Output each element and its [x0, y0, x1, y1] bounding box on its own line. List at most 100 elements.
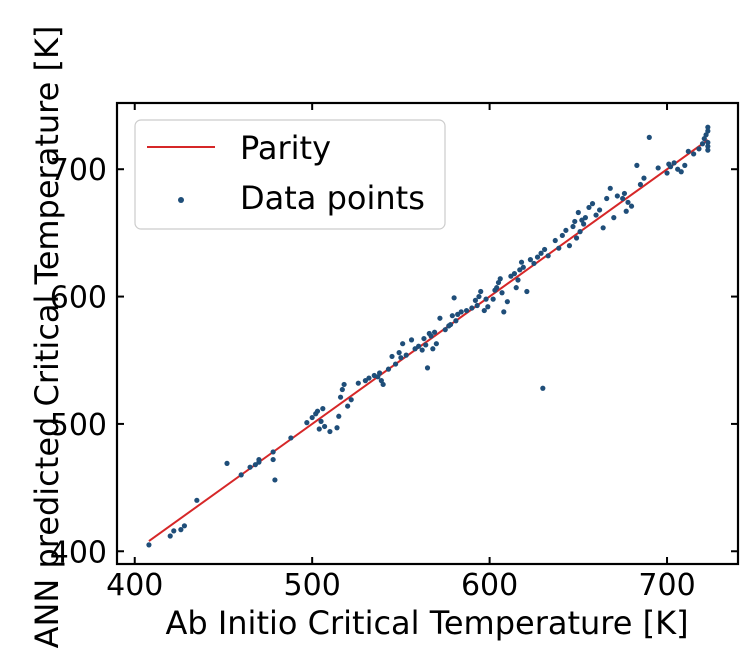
data-point — [478, 288, 484, 295]
data-point — [577, 229, 583, 235]
data-point — [272, 477, 278, 483]
data-point — [705, 139, 711, 146]
data-point — [682, 162, 688, 169]
data-point — [691, 151, 697, 157]
data-point — [423, 342, 429, 348]
data-point — [586, 204, 592, 211]
data-point — [421, 335, 427, 342]
data-point — [504, 299, 510, 305]
data-point — [538, 250, 544, 256]
data-point — [385, 366, 392, 372]
legend-points-swatch — [178, 197, 184, 203]
y-tick-label: 600 — [50, 281, 107, 316]
data-point — [573, 235, 580, 241]
data-point — [339, 386, 345, 393]
data-point — [563, 227, 569, 233]
data-point — [238, 472, 244, 478]
data-point — [433, 341, 439, 347]
data-point — [513, 285, 519, 291]
data-point — [348, 397, 354, 403]
data-point — [545, 253, 551, 259]
data-point — [337, 394, 344, 400]
y-axis-label: ANN predicted Critical Temperature [K] — [28, 26, 66, 649]
data-point — [515, 277, 521, 283]
x-tick-label: 400 — [106, 568, 163, 603]
data-point — [641, 175, 647, 181]
data-point — [634, 162, 640, 169]
data-point — [604, 195, 610, 202]
data-point — [469, 305, 475, 311]
data-point — [316, 426, 322, 432]
data-point — [501, 309, 507, 315]
data-point — [671, 160, 677, 166]
data-point — [667, 164, 674, 170]
data-point — [341, 381, 347, 388]
data-point — [392, 361, 399, 367]
data-point — [447, 321, 454, 328]
data-point — [623, 208, 629, 214]
data-point — [453, 318, 459, 324]
data-point — [463, 307, 470, 314]
data-point — [178, 527, 184, 533]
plot-area — [146, 124, 711, 548]
data-point — [442, 327, 448, 333]
data-point — [614, 193, 620, 199]
data-point — [376, 370, 383, 376]
data-point — [334, 425, 340, 431]
y-tick-label: 400 — [50, 535, 107, 570]
data-point — [511, 271, 518, 277]
data-point — [416, 343, 422, 349]
data-point — [431, 329, 438, 335]
data-point — [582, 215, 589, 221]
data-point — [556, 245, 562, 251]
data-point — [597, 207, 603, 213]
data-point — [542, 246, 548, 253]
data-point — [589, 201, 596, 207]
y-tick-label: 700 — [50, 153, 107, 188]
legend-points-label: Data points — [240, 179, 425, 217]
data-point — [304, 420, 310, 426]
data-point — [451, 295, 457, 301]
data-point — [705, 124, 711, 130]
data-point — [485, 304, 491, 310]
data-point — [321, 423, 328, 430]
data-point — [552, 237, 558, 244]
data-point — [611, 215, 617, 221]
data-point — [481, 307, 487, 314]
data-point — [424, 365, 431, 371]
data-point — [637, 181, 644, 188]
data-point — [494, 285, 500, 291]
data-point — [449, 313, 455, 319]
data-point — [398, 355, 404, 361]
y-axis: 400 500 600 700 — [50, 153, 738, 570]
data-point — [655, 165, 661, 171]
data-point — [699, 141, 706, 147]
data-point — [366, 375, 372, 381]
x-tick-label: 700 — [638, 568, 695, 603]
data-point — [437, 315, 443, 321]
data-point — [458, 309, 464, 315]
data-point — [646, 134, 652, 140]
data-point — [572, 218, 578, 225]
data-point — [524, 288, 530, 295]
data-point — [270, 449, 276, 455]
data-point — [419, 347, 425, 353]
data-point — [664, 170, 670, 176]
data-point — [270, 456, 276, 463]
data-point — [620, 195, 626, 202]
data-point — [288, 435, 294, 441]
data-point — [566, 243, 573, 249]
data-point — [685, 148, 691, 154]
data-point — [593, 212, 599, 218]
x-tick-label: 600 — [461, 568, 518, 603]
x-axis-label: Ab Initio Critical Temperature [K] — [165, 604, 688, 642]
data-point — [345, 403, 351, 409]
data-point — [314, 408, 321, 414]
data-point — [224, 460, 230, 466]
data-point — [181, 523, 188, 529]
data-point — [531, 260, 537, 267]
data-point — [476, 293, 482, 300]
data-point — [625, 199, 631, 205]
plot-frame — [115, 101, 740, 566]
